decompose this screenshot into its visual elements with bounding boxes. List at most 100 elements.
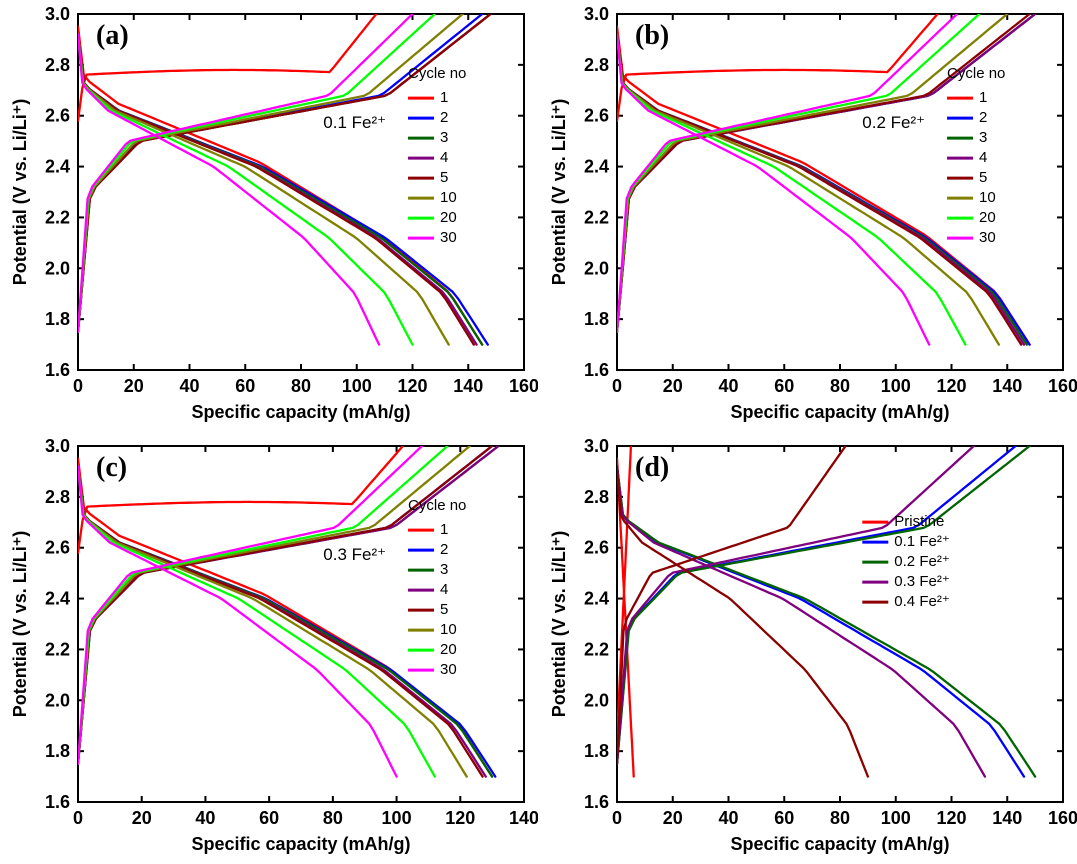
ylabel: Potential (V vs. Li/Li⁺) <box>10 531 30 718</box>
ylabel: Potential (V vs. Li/Li⁺) <box>10 99 30 286</box>
ytick-label: 2.6 <box>45 538 70 558</box>
xtick-label: 140 <box>992 808 1022 828</box>
legend-label: 5 <box>440 169 448 186</box>
xtick-label: 80 <box>323 808 343 828</box>
legend-label: 20 <box>440 209 457 226</box>
legend-label: 20 <box>979 209 996 226</box>
ytick-label: 2.8 <box>45 55 70 75</box>
xtick-label: 160 <box>1047 808 1076 828</box>
legend-title: Cycle no <box>408 497 466 514</box>
panel-b: 0204060801001201401601.61.82.02.22.42.62… <box>539 0 1077 432</box>
legend-label: 3 <box>440 561 448 578</box>
xlabel: Specific capacity (mAh/g) <box>730 834 949 854</box>
xtick-label: 120 <box>936 376 966 396</box>
xlabel: Specific capacity (mAh/g) <box>730 402 949 422</box>
xtick-label: 120 <box>445 808 475 828</box>
ylabel: Potential (V vs. Li/Li⁺) <box>549 99 569 286</box>
xtick-label: 60 <box>259 808 279 828</box>
xtick-label: 120 <box>936 808 966 828</box>
ytick-label: 2.6 <box>45 106 70 126</box>
xtick-label: 60 <box>774 376 794 396</box>
ytick-label: 3.0 <box>583 436 608 456</box>
figure-grid: 0204060801001201401601.61.82.02.22.42.62… <box>0 0 1077 864</box>
ytick-label: 1.8 <box>583 309 608 329</box>
ytick-label: 2.4 <box>45 589 70 609</box>
ytick-label: 2.0 <box>45 690 70 710</box>
legend-title: Cycle no <box>408 65 466 82</box>
ytick-label: 2.4 <box>583 157 608 177</box>
legend-label: 10 <box>440 621 457 638</box>
legend-label: 0.2 Fe²⁺ <box>894 553 949 570</box>
xtick-label: 120 <box>397 376 427 396</box>
xtick-label: 80 <box>291 376 311 396</box>
xtick-label: 100 <box>342 376 372 396</box>
legend-label: 0.3 Fe²⁺ <box>894 573 949 590</box>
xlabel: Specific capacity (mAh/g) <box>191 402 410 422</box>
ytick-label: 1.8 <box>45 741 70 761</box>
legend-label: 30 <box>979 229 996 246</box>
ytick-label: 3.0 <box>583 4 608 24</box>
ylabel: Potential (V vs. Li/Li⁺) <box>549 531 569 718</box>
panel-letter: (d) <box>635 452 669 483</box>
plot-frame <box>617 446 1063 802</box>
xtick-label: 60 <box>235 376 255 396</box>
xtick-label: 0 <box>611 376 621 396</box>
ytick-label: 1.6 <box>583 360 608 380</box>
ytick-label: 1.6 <box>45 360 70 380</box>
ytick-label: 2.4 <box>583 589 608 609</box>
legend-label: 3 <box>440 129 448 146</box>
xtick-label: 0 <box>611 808 621 828</box>
legend-label: 10 <box>979 189 996 206</box>
legend-label: 2 <box>440 541 448 558</box>
legend-label: 5 <box>440 601 448 618</box>
xtick-label: 80 <box>829 376 849 396</box>
ytick-label: 2.2 <box>45 639 70 659</box>
legend-label: 4 <box>440 581 448 598</box>
xtick-label: 100 <box>382 808 412 828</box>
legend-label: Pristine <box>894 513 944 530</box>
ytick-label: 2.2 <box>583 207 608 227</box>
legend-label: 4 <box>440 149 448 166</box>
legend-label: 3 <box>979 129 987 146</box>
legend-label: 4 <box>979 149 987 166</box>
xtick-label: 100 <box>880 808 910 828</box>
xtick-label: 20 <box>662 376 682 396</box>
xtick-label: 40 <box>718 808 738 828</box>
ytick-label: 1.8 <box>583 741 608 761</box>
panel-d: 0204060801001201401601.61.82.02.22.42.62… <box>539 432 1077 864</box>
xtick-label: 40 <box>195 808 215 828</box>
inset-label: 0.3 Fe²⁺ <box>323 545 386 564</box>
panel-letter: (a) <box>96 20 129 51</box>
ytick-label: 2.0 <box>45 258 70 278</box>
legend-label: 20 <box>440 641 457 658</box>
legend-label: 1 <box>440 89 448 106</box>
xtick-label: 140 <box>453 376 483 396</box>
xtick-label: 40 <box>179 376 199 396</box>
xtick-label: 20 <box>662 808 682 828</box>
ytick-label: 3.0 <box>45 4 70 24</box>
ytick-label: 1.6 <box>583 792 608 812</box>
legend-label: 1 <box>440 521 448 538</box>
panel-letter: (c) <box>96 452 127 483</box>
xtick-label: 80 <box>829 808 849 828</box>
cell-d: 0204060801001201401601.61.82.02.22.42.62… <box>539 432 1077 864</box>
ytick-label: 2.2 <box>583 639 608 659</box>
panel-letter: (b) <box>635 20 669 51</box>
ytick-label: 2.4 <box>45 157 70 177</box>
cell-c: 0204060801001201401.61.82.02.22.42.62.83… <box>0 432 539 864</box>
ytick-label: 1.8 <box>45 309 70 329</box>
ytick-label: 2.0 <box>583 690 608 710</box>
panel-a: 0204060801001201401601.61.82.02.22.42.62… <box>0 0 538 432</box>
legend-label: 10 <box>440 189 457 206</box>
ytick-label: 3.0 <box>45 436 70 456</box>
xtick-label: 40 <box>718 376 738 396</box>
legend-label: 30 <box>440 661 457 678</box>
xtick-label: 140 <box>992 376 1022 396</box>
xtick-label: 160 <box>1047 376 1076 396</box>
xtick-label: 0 <box>73 808 83 828</box>
legend-label: 5 <box>979 169 987 186</box>
legend-label: 30 <box>440 229 457 246</box>
legend-label: 1 <box>979 89 987 106</box>
ytick-label: 2.8 <box>583 487 608 507</box>
xtick-label: 0 <box>73 376 83 396</box>
